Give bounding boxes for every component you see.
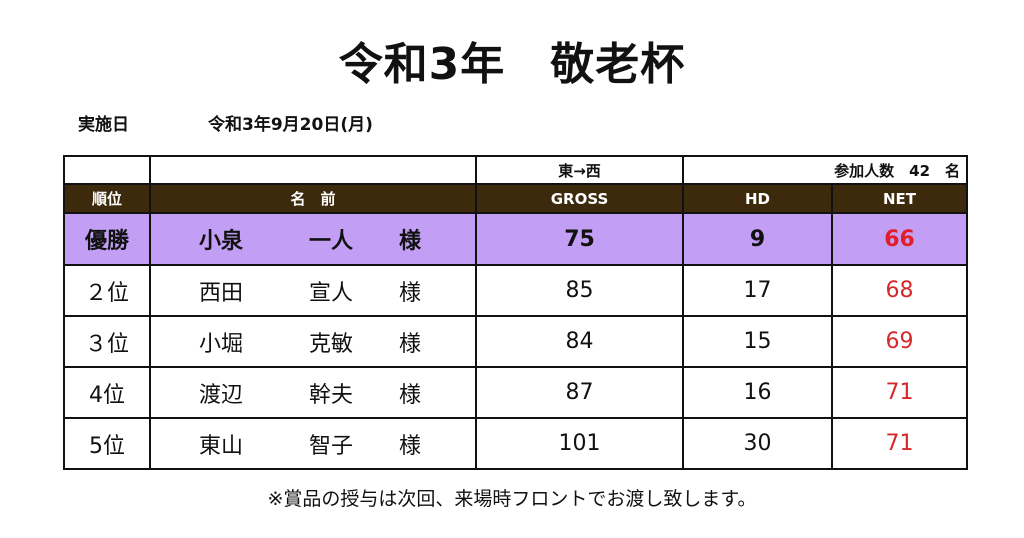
gross-cell: 101: [475, 417, 684, 470]
player-surname: 渡辺: [199, 382, 244, 408]
player-surname: 東山: [199, 433, 244, 459]
header-gross: GROSS: [475, 183, 684, 214]
net-cell: 69: [831, 315, 968, 368]
hd-cell: 15: [682, 315, 833, 368]
hd-cell: 9: [682, 212, 833, 266]
table-row: ２位 西田 宣人 様 85 17 68: [63, 264, 968, 317]
header-name: 名 前: [149, 183, 477, 214]
header-hd: HD: [682, 183, 833, 214]
honorific: 様: [399, 331, 422, 357]
player-given-name: 一人: [309, 229, 354, 254]
rank-cell: 5位: [63, 417, 151, 470]
page-title: 令和3年 敬老杯: [338, 39, 686, 90]
gross-cell: 85: [475, 264, 684, 317]
date-value: 令和3年9月20日(月): [208, 115, 373, 135]
player-name-cell: 渡辺 幹夫 様: [149, 366, 477, 419]
player-given-name: 幹夫: [309, 382, 354, 408]
honorific: 様: [399, 433, 422, 459]
player-name-cell: 小堀 克敏 様: [149, 315, 477, 368]
table-row-winner: 優勝 小泉 一人 様 75 9 66: [63, 212, 968, 266]
course-direction: 東→西: [475, 155, 684, 185]
honorific: 様: [399, 229, 422, 254]
participant-count: 参加人数 42 名: [682, 155, 968, 185]
honorific: 様: [399, 382, 422, 408]
table-row: ３位 小堀 克敏 様 84 15 69: [63, 315, 968, 368]
player-given-name: 克敏: [309, 331, 354, 357]
results-table: 東→西 参加人数 42 名 順位 名 前 GROSS HD NET 優勝 小泉 一…: [63, 155, 968, 470]
table-header-row: 順位 名 前 GROSS HD NET: [63, 183, 968, 214]
date-label: 実施日: [78, 115, 129, 135]
header-rank: 順位: [63, 183, 151, 214]
hd-cell: 30: [682, 417, 833, 470]
rank-cell: ３位: [63, 315, 151, 368]
table-row: 4位 渡辺 幹夫 様 87 16 71: [63, 366, 968, 419]
player-surname: 小泉: [199, 229, 244, 254]
player-name-cell: 西田 宣人 様: [149, 264, 477, 317]
player-name-cell: 東山 智子 様: [149, 417, 477, 470]
rank-cell: 優勝: [63, 212, 151, 266]
player-surname: 小堀: [199, 331, 244, 357]
gross-cell: 75: [475, 212, 684, 266]
prize-footnote: ※賞品の授与は次回、来場時フロントでお渡し致します。: [267, 488, 757, 510]
net-cell: 68: [831, 264, 968, 317]
hd-cell: 17: [682, 264, 833, 317]
info-blank-cell: [63, 155, 151, 185]
net-cell: 71: [831, 366, 968, 419]
info-blank-cell: [149, 155, 477, 185]
player-given-name: 宣人: [309, 280, 354, 306]
hd-cell: 16: [682, 366, 833, 419]
rank-cell: ２位: [63, 264, 151, 317]
net-cell: 66: [831, 212, 968, 266]
player-surname: 西田: [199, 280, 244, 306]
header-net: NET: [831, 183, 968, 214]
table-row: 5位 東山 智子 様 101 30 71: [63, 417, 968, 470]
net-cell: 71: [831, 417, 968, 470]
gross-cell: 84: [475, 315, 684, 368]
gross-cell: 87: [475, 366, 684, 419]
player-given-name: 智子: [309, 433, 354, 459]
player-name-cell: 小泉 一人 様: [149, 212, 477, 266]
honorific: 様: [399, 280, 422, 306]
rank-cell: 4位: [63, 366, 151, 419]
table-info-row: 東→西 参加人数 42 名: [63, 155, 968, 185]
